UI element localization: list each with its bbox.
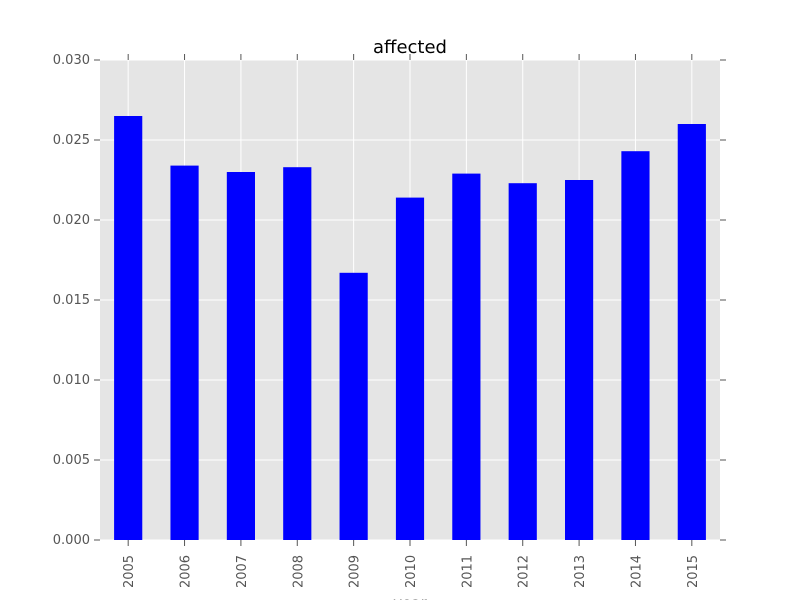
bar-2013	[565, 180, 594, 540]
y-tick-label: 0.010	[53, 373, 90, 388]
x-tick-label: 2005	[122, 555, 137, 588]
y-tick-label: 0.025	[53, 133, 90, 148]
x-tick-label: 2007	[235, 555, 250, 588]
y-tick-label: 0.015	[53, 293, 90, 308]
bar-2008	[283, 167, 312, 540]
bar-2014	[621, 151, 650, 540]
x-tick-label: 2006	[179, 555, 194, 588]
bar-2009	[339, 272, 368, 540]
bar-2007	[226, 172, 255, 540]
chart-title: affected	[373, 37, 447, 58]
axis-ticks	[94, 54, 726, 546]
bar-2012	[508, 183, 537, 540]
bars	[114, 116, 706, 540]
x-tick-label: 2010	[404, 555, 419, 588]
y-tick-label: 0.030	[53, 53, 90, 68]
bar-2011	[452, 173, 481, 540]
y-tick-label: 0.005	[53, 453, 90, 468]
x-tick-label: 2009	[348, 555, 363, 588]
x-axis-title: year	[393, 594, 427, 600]
x-tick-label: 2013	[573, 555, 588, 588]
y-tick-label: 0.000	[53, 533, 90, 548]
bar-2010	[395, 197, 425, 540]
x-tick-label: 2012	[517, 555, 532, 588]
y-tick-label: 0.020	[53, 213, 90, 228]
bar-2006	[170, 165, 199, 540]
x-tick-label: 2014	[629, 555, 644, 588]
x-tick-label: 2011	[460, 555, 475, 588]
bar-2005	[114, 116, 143, 540]
x-tick-label: 2008	[291, 555, 306, 588]
y-tick-labels: 0.000 0.005 0.010 0.015 0.020 0.025 0.030	[53, 53, 90, 548]
bar-2015	[677, 124, 706, 540]
x-tick-label: 2015	[686, 555, 701, 588]
x-tick-labels: 2005 2006 2007 2008 2009 2010 2011 2012 2013 2014…	[122, 555, 701, 588]
